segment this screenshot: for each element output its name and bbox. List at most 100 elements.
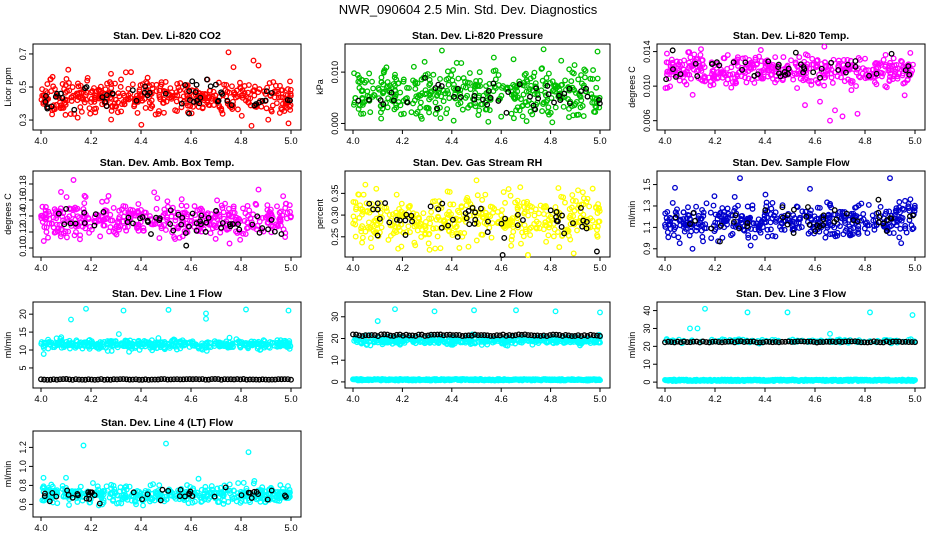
data-point: [397, 89, 404, 96]
y-tick-label: 15: [18, 327, 28, 337]
data-point: [74, 213, 81, 220]
x-tick-label: 4.0: [346, 263, 359, 274]
x-tick-label: 4.6: [184, 523, 197, 534]
data-point: [219, 205, 226, 211]
data-point: [356, 74, 363, 81]
data-point: [707, 82, 714, 89]
overlay-point: [547, 207, 554, 214]
data-point: [432, 198, 438, 205]
data-point: [535, 210, 542, 217]
data-point: [162, 78, 169, 85]
data-point: [588, 91, 595, 98]
data-point: [896, 199, 903, 205]
overlay-point: [193, 227, 200, 234]
data-point: [390, 230, 397, 237]
data-point: [122, 209, 128, 216]
data-point: [256, 86, 263, 93]
data-point: [577, 104, 584, 111]
data-point: [435, 90, 442, 96]
overlay-point: [189, 78, 196, 85]
overlay-point: [259, 225, 266, 232]
data-point: [855, 65, 862, 72]
data-point: [565, 227, 572, 234]
data-point: [545, 104, 552, 111]
data-point: [757, 47, 764, 53]
overlay-point: [670, 66, 676, 73]
x-tick-label: 4.4: [134, 263, 147, 274]
overlay-point: [852, 58, 859, 65]
data-point: [549, 78, 556, 85]
data-point: [115, 99, 122, 106]
data-point: [472, 103, 479, 110]
overlay-point: [55, 210, 62, 217]
overlay-point: [153, 214, 159, 221]
data-point: [812, 77, 819, 84]
x-tick-label: 4.8: [544, 136, 557, 147]
data-point: [792, 61, 799, 68]
overlay-point: [212, 81, 219, 88]
data-point: [207, 230, 214, 237]
data-point: [138, 121, 145, 128]
data-point: [566, 66, 573, 73]
data-point: [698, 67, 705, 74]
overlay-point: [262, 97, 269, 104]
chart-panel-temp: Stan. Dev. Li-820 Temp.degrees C4.0 4.2 4.…: [627, 30, 926, 147]
data-point: [61, 99, 68, 106]
chart-panel-ambtemp: Stan. Dev. Amb. Box Temp.degrees C4.0 4.2…: [3, 157, 302, 274]
series-points: [38, 177, 294, 249]
data-point: [752, 54, 759, 61]
data-point: [87, 110, 94, 117]
overlay-point: [450, 93, 457, 100]
series-points: [38, 49, 294, 129]
data-point: [212, 235, 219, 242]
y-axis-label: ml/min: [627, 201, 637, 228]
y-tick-label: 0.30: [330, 206, 340, 224]
data-point: [135, 201, 142, 207]
data-point: [545, 232, 552, 239]
data-point: [267, 92, 274, 99]
data-point: [551, 226, 558, 233]
y-tick-label: 5: [18, 365, 28, 370]
series-points: [350, 306, 603, 384]
data-point: [697, 51, 704, 58]
overlay-point: [805, 204, 811, 211]
data-point: [247, 215, 254, 222]
y-tick-label: 30: [330, 312, 340, 322]
data-point: [42, 207, 49, 214]
data-point: [101, 222, 108, 229]
data-point: [498, 92, 505, 99]
data-point: [73, 229, 79, 235]
data-point: [556, 244, 563, 251]
data-point: [242, 231, 249, 237]
data-point: [238, 112, 245, 119]
overlay-point: [817, 74, 824, 81]
overlay-point: [156, 215, 163, 222]
data-point: [273, 221, 280, 228]
data-point: [669, 199, 676, 206]
overlay-point: [179, 214, 186, 221]
data-point: [594, 210, 601, 216]
data-point: [77, 82, 84, 89]
data-point: [764, 61, 771, 68]
y-tick-label: 0.5: [18, 81, 28, 94]
data-point: [403, 229, 410, 236]
data-point: [880, 56, 887, 63]
data-point: [369, 93, 376, 100]
data-point: [351, 217, 358, 224]
outlier-point: [392, 306, 398, 313]
data-point: [414, 94, 421, 101]
outlier-point: [285, 307, 292, 314]
data-point: [82, 225, 89, 232]
data-point: [157, 83, 164, 90]
data-point: [834, 73, 841, 80]
overlay-point: [268, 216, 275, 223]
data-point: [796, 54, 803, 61]
overlay-point: [192, 89, 199, 96]
data-point: [593, 84, 600, 91]
x-tick-label: 4.2: [396, 263, 409, 274]
data-point: [172, 107, 179, 114]
x-tick-label: 4.6: [808, 263, 821, 274]
data-point: [115, 215, 122, 222]
overlay-point: [175, 211, 182, 218]
